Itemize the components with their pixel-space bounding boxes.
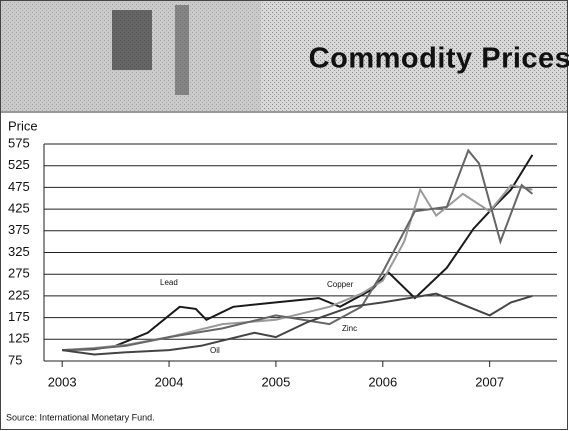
banner-photo-detail xyxy=(112,10,152,70)
series-label: Lead xyxy=(160,278,178,287)
y-tick-label: 325 xyxy=(8,244,30,259)
y-tick-label: 275 xyxy=(8,266,30,281)
banner-photo-detail xyxy=(175,5,189,95)
series-line xyxy=(62,148,534,352)
series-label: Oil xyxy=(210,346,220,355)
y-tick-label: 175 xyxy=(8,309,30,324)
y-axis-label: Price xyxy=(8,118,38,133)
y-tick-label: 375 xyxy=(8,222,30,237)
x-tick-label: 2006 xyxy=(368,374,397,389)
x-tick-label: 2004 xyxy=(155,374,184,389)
series-label: Zinc xyxy=(342,324,357,333)
series-line xyxy=(62,292,533,356)
series-line xyxy=(62,154,534,352)
y-tick-label: 75 xyxy=(8,352,22,367)
series-label: Copper xyxy=(327,280,354,289)
x-tick-label: 2007 xyxy=(475,374,504,389)
x-tick-label: 2005 xyxy=(261,374,290,389)
y-tick-label: 475 xyxy=(8,179,30,194)
y-tick-label: 225 xyxy=(8,287,30,302)
y-tick-label: 425 xyxy=(8,201,30,216)
x-tick-label: 2003 xyxy=(48,374,77,389)
y-tick-label: 125 xyxy=(8,331,30,346)
source: Source: International Monetary Fund. xyxy=(6,412,155,422)
y-tick-label: 525 xyxy=(8,157,30,172)
plot: 75 125 175 225 275 325 375 425 475 525 575 2003 2004… xyxy=(8,135,557,389)
y-tick-label: 575 xyxy=(8,135,30,150)
slide-title: Commodity Prices xyxy=(309,43,569,75)
